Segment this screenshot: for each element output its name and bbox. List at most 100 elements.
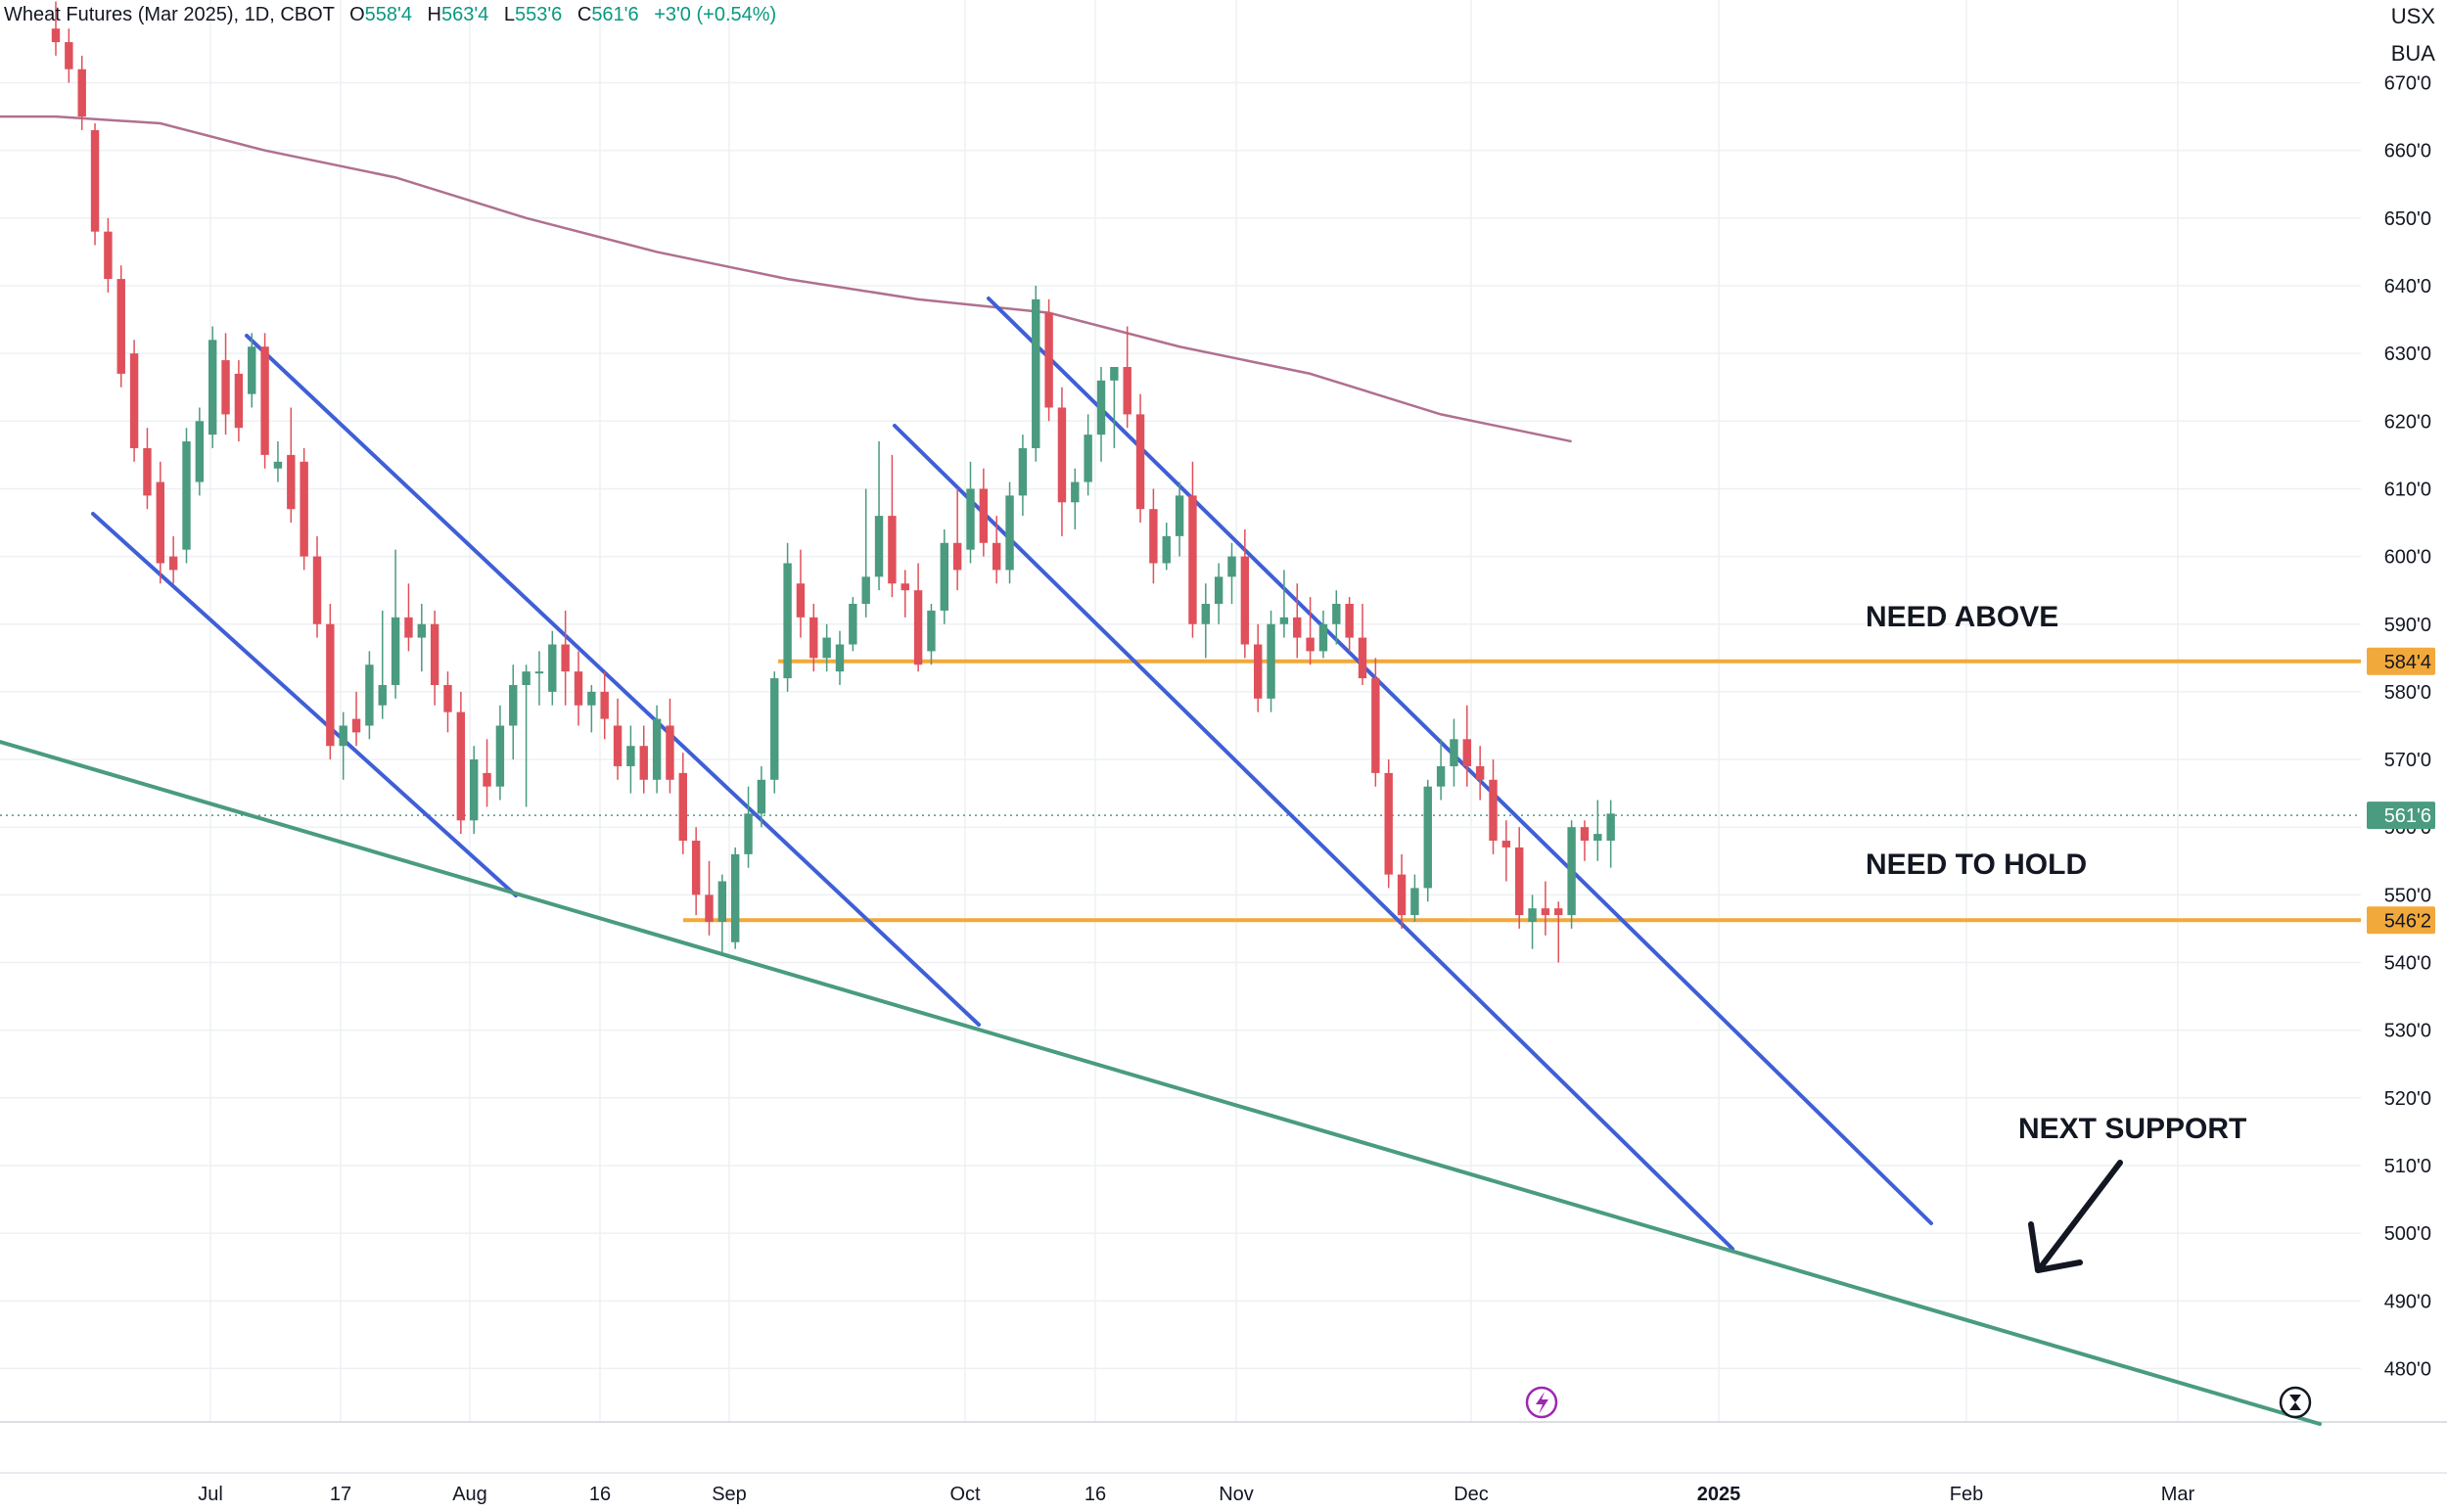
candle-body bbox=[1358, 637, 1367, 679]
candle-body bbox=[1318, 623, 1328, 652]
candle bbox=[1044, 298, 1053, 422]
support-trendline[interactable] bbox=[0, 740, 2322, 1426]
candle-body bbox=[783, 563, 792, 679]
candle bbox=[339, 711, 347, 780]
candle bbox=[1096, 366, 1106, 462]
y-tick-label: 610'0 bbox=[2384, 479, 2431, 500]
candle-body bbox=[952, 542, 962, 571]
x-tick-label: Dec bbox=[1454, 1484, 1489, 1505]
channel-trendline[interactable] bbox=[245, 334, 981, 1027]
candle-body bbox=[1501, 841, 1511, 848]
candle-body bbox=[822, 637, 831, 659]
candle-body bbox=[129, 353, 139, 448]
high-value: 563'4 bbox=[440, 4, 489, 25]
candle bbox=[1371, 658, 1380, 787]
candle bbox=[104, 217, 113, 293]
candle-body bbox=[1332, 604, 1341, 624]
candle-body bbox=[1123, 366, 1131, 415]
candle bbox=[888, 454, 897, 598]
candle bbox=[1410, 874, 1419, 923]
candle bbox=[312, 535, 322, 638]
channel-trendline[interactable] bbox=[987, 297, 1933, 1225]
candle bbox=[1162, 523, 1171, 571]
candle bbox=[952, 488, 962, 591]
unit-label[interactable]: BUA bbox=[2390, 41, 2435, 66]
candle-body bbox=[509, 684, 518, 726]
candle-body bbox=[717, 881, 727, 923]
candle-body bbox=[574, 671, 583, 706]
candle bbox=[248, 333, 256, 408]
candle bbox=[1071, 468, 1080, 529]
candle-body bbox=[613, 725, 623, 766]
candle-body bbox=[221, 360, 230, 415]
candle-body bbox=[1371, 678, 1380, 773]
candle-body bbox=[1254, 644, 1263, 699]
candle bbox=[678, 753, 687, 854]
y-tick-label: 580'0 bbox=[2384, 682, 2431, 704]
candle-body bbox=[1162, 535, 1171, 564]
candle-body bbox=[195, 421, 205, 482]
candle-body bbox=[300, 461, 308, 557]
y-tick-label: 640'0 bbox=[2384, 276, 2431, 298]
candle-body bbox=[312, 556, 322, 624]
candle bbox=[326, 604, 335, 760]
moving-average-line bbox=[0, 115, 1572, 443]
symbol-legend[interactable]: Wheat Futures (Mar 2025), 1D, CBOT O558'… bbox=[4, 4, 776, 26]
candle-body bbox=[1541, 908, 1550, 916]
candle-body bbox=[495, 725, 505, 787]
candle bbox=[77, 55, 86, 130]
candle-body bbox=[548, 644, 557, 692]
candle bbox=[717, 874, 727, 956]
close-value: 561'6 bbox=[591, 4, 639, 25]
candle bbox=[822, 623, 831, 672]
candle bbox=[195, 407, 205, 496]
x-tick-label: 16 bbox=[1085, 1484, 1106, 1505]
candle bbox=[1306, 597, 1315, 665]
lightning-icon[interactable] bbox=[1525, 1386, 1558, 1419]
candle bbox=[1018, 435, 1028, 517]
candle bbox=[182, 428, 191, 564]
candle bbox=[835, 630, 845, 685]
candle bbox=[483, 739, 491, 807]
candle bbox=[1227, 542, 1236, 605]
candle-body bbox=[1135, 414, 1145, 510]
candle bbox=[1450, 718, 1458, 787]
candle bbox=[1606, 800, 1615, 868]
channel-trendline[interactable] bbox=[893, 424, 1734, 1251]
candle bbox=[913, 563, 923, 672]
open-value: 558'4 bbox=[364, 4, 412, 25]
y-tick-label: 670'0 bbox=[2384, 73, 2431, 95]
candle-body bbox=[391, 617, 400, 685]
candle-body bbox=[404, 617, 413, 638]
low-value: 553'6 bbox=[514, 4, 563, 25]
level-price-badge bbox=[2367, 647, 2435, 675]
candle-body bbox=[1084, 435, 1092, 482]
candle bbox=[652, 705, 662, 794]
candle bbox=[600, 671, 609, 740]
candle-body bbox=[1293, 617, 1302, 638]
candle-body bbox=[874, 516, 884, 577]
candle-body bbox=[1306, 637, 1315, 652]
open-label: O bbox=[349, 4, 365, 25]
level-price-label: 584'4 bbox=[2384, 652, 2431, 673]
candle-body bbox=[1057, 407, 1067, 503]
candle bbox=[365, 651, 374, 740]
hourglass-icon[interactable] bbox=[2279, 1386, 2312, 1419]
candle bbox=[809, 604, 818, 672]
candle-body bbox=[600, 691, 609, 719]
current-price-label: 561'6 bbox=[2384, 805, 2431, 827]
candle bbox=[993, 516, 1001, 584]
candle bbox=[796, 549, 806, 638]
y-tick-label: 500'0 bbox=[2384, 1223, 2431, 1245]
candle-body bbox=[1201, 604, 1210, 624]
candle bbox=[470, 746, 479, 835]
channel-trendline[interactable] bbox=[91, 512, 518, 897]
candle-body bbox=[1240, 556, 1250, 645]
candle bbox=[783, 542, 792, 692]
symbol-title: Wheat Futures (Mar 2025), 1D, CBOT bbox=[4, 4, 335, 25]
y-tick-label: 540'0 bbox=[2384, 953, 2431, 975]
currency-label[interactable]: USX bbox=[2390, 4, 2435, 28]
candle-body bbox=[260, 346, 269, 455]
